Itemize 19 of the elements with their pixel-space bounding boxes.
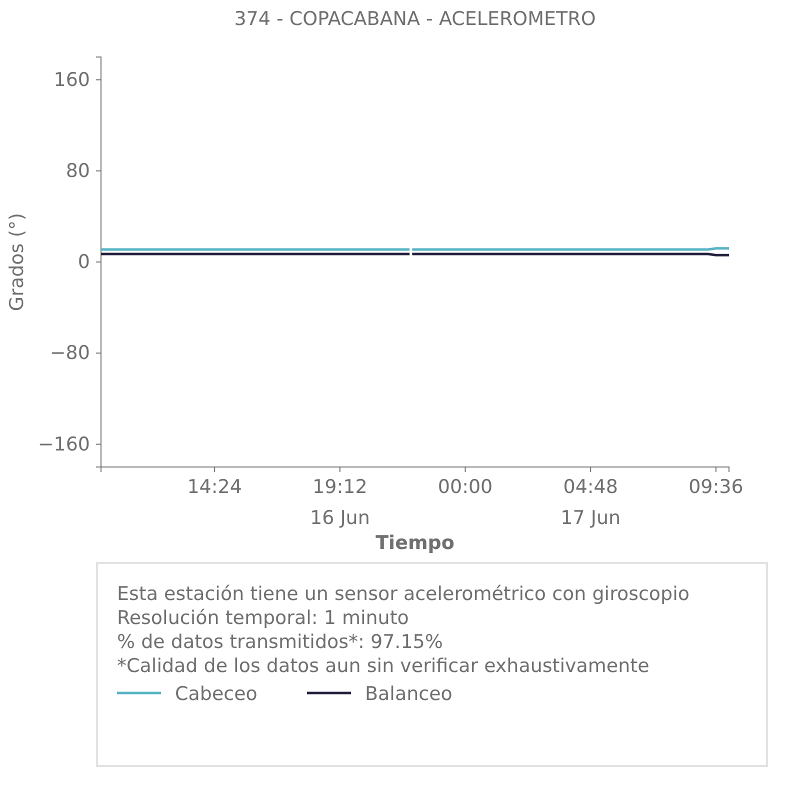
y-tick-label: −80 [50, 342, 90, 364]
y-tick-label: −160 [38, 433, 90, 456]
text: % de datos transmitidos*: 97.15% [117, 631, 443, 653]
y-tick-label: 0 [78, 251, 90, 274]
x-tick-label: 14:24 [187, 476, 242, 498]
text: Esta estación tiene un sensor acelerométrico con giroscopio [117, 583, 690, 605]
x-tick-label: 09:36 [688, 476, 744, 498]
y-tick-label: 80 [66, 160, 90, 182]
x-tick-label: 04:48 17 Jun [560, 476, 621, 529]
chart-title: 374 - COPACABANA - ACELEROMETRO [234, 8, 596, 30]
legend-label: Balanceo [365, 683, 452, 705]
y-axis-title: Grados (°) [6, 212, 28, 312]
text: Resolución temporal: 1 minuto [117, 607, 409, 629]
legend-label: Cabeceo [175, 683, 258, 705]
text: *Calidad de los datos aun sin verificar exhaustivamente [117, 655, 650, 677]
y-tick-label: 160 [54, 68, 90, 91]
x-tick-label: 19:12 16 Jun [310, 476, 370, 529]
x-tick-label: 00:00 [438, 476, 493, 498]
x-axis-title: Tiempo [376, 532, 454, 554]
